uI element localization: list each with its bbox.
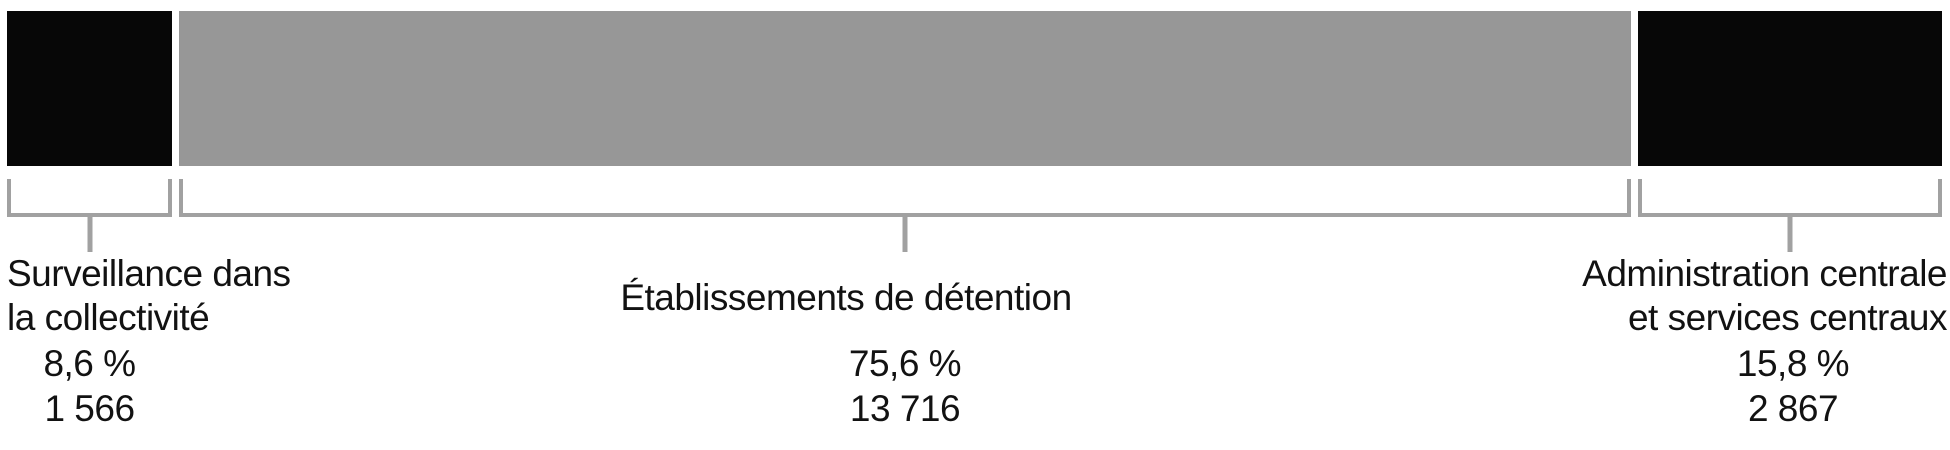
segment-label-surveillance-collectivite: Surveillance dans la collectivité xyxy=(7,252,291,340)
bracket-tick xyxy=(1787,213,1793,252)
bracket-tick xyxy=(87,213,93,252)
percent-value: 8,6 % xyxy=(43,343,136,384)
percent-value: 75,6 % xyxy=(848,343,962,384)
label-line: Surveillance dans xyxy=(7,253,291,294)
bar-segment-etablissements-detention xyxy=(179,11,1632,166)
bracket-row xyxy=(7,179,1942,252)
segment-values-administration-centrale: 15,8 % 2 867 xyxy=(1543,341,1950,431)
count-value: 13 716 xyxy=(849,388,961,429)
bar-segment-administration-centrale xyxy=(1638,11,1942,166)
label-line: Administration centrale xyxy=(1582,253,1947,294)
count-value: 2 867 xyxy=(1747,388,1839,429)
bracket-surveillance-collectivite xyxy=(7,179,173,252)
label-line: Établissements de détention xyxy=(620,277,1072,318)
stacked-bar xyxy=(7,11,1942,166)
bracket-administration-centrale xyxy=(1638,179,1942,252)
bracket-tick xyxy=(902,213,908,252)
segment-values-etablissements-detention: 75,6 % 13 716 xyxy=(655,341,1155,431)
label-line: et services centraux xyxy=(1627,297,1948,338)
bracket-etablissements-detention xyxy=(179,179,1632,252)
label-line: la collectivité xyxy=(7,297,210,338)
segment-values-surveillance-collectivite: 8,6 % 1 566 xyxy=(5,341,174,431)
bar-segment-surveillance-collectivite xyxy=(7,11,173,166)
percent-value: 15,8 % xyxy=(1736,343,1850,384)
segment-label-etablissements-detention: Établissements de détention xyxy=(546,276,1146,320)
count-value: 1 566 xyxy=(44,388,135,429)
segment-label-administration-centrale: Administration centrale et services cent… xyxy=(1347,252,1947,340)
